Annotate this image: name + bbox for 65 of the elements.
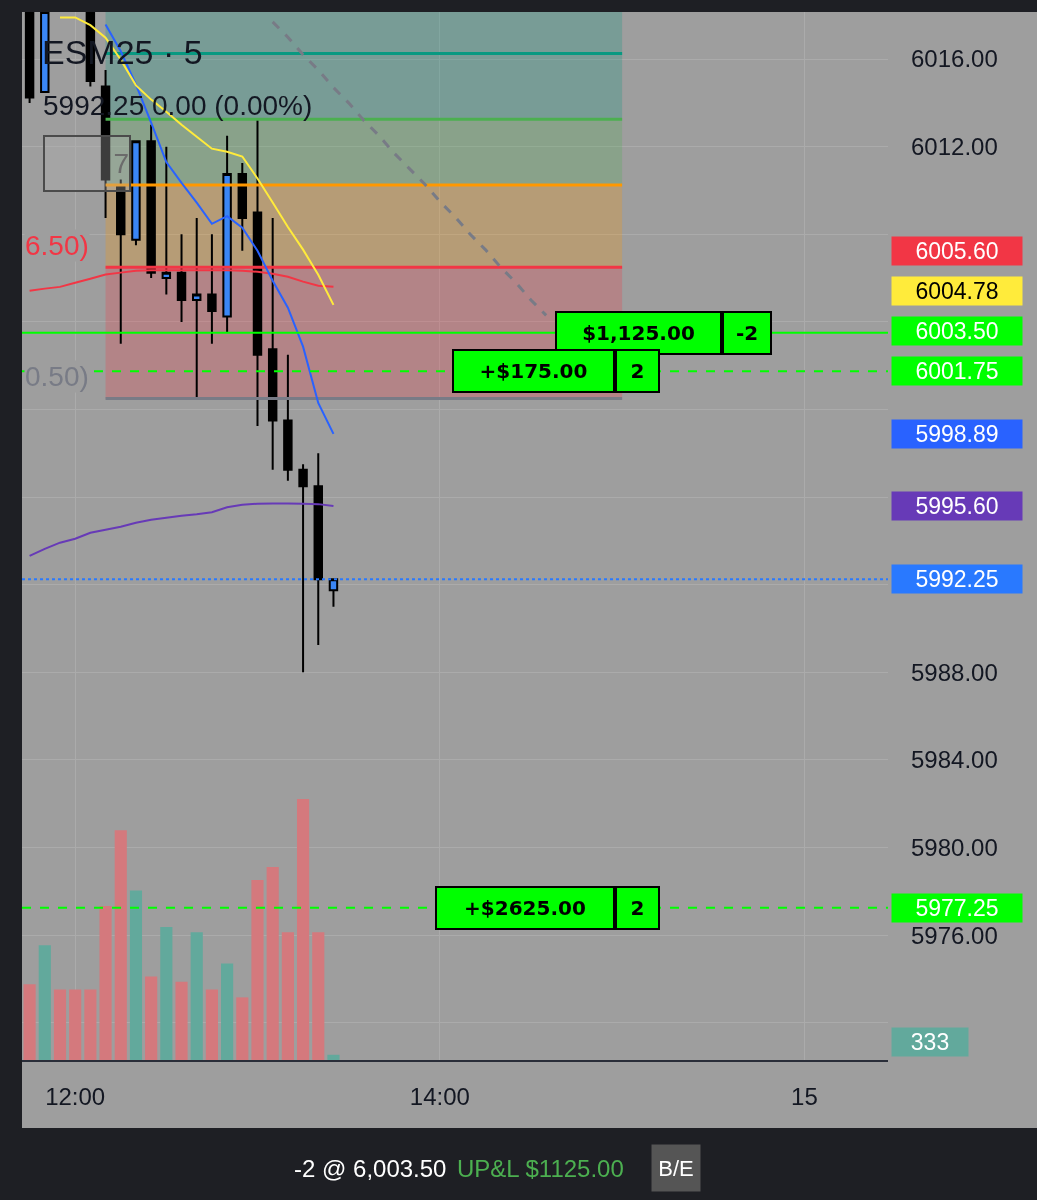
bar (312, 932, 325, 1060)
bar (221, 963, 234, 1060)
ref-line-label: 6001.75 (915, 358, 999, 384)
candlestick (237, 162, 248, 252)
candlestick (176, 233, 187, 323)
bar (145, 976, 158, 1060)
candlestick (207, 233, 217, 345)
bar (129, 890, 143, 1060)
y-tick-label: 5980.00 (911, 833, 998, 861)
candlestick (131, 140, 141, 247)
x-tick-label: 14:00 (409, 1082, 470, 1110)
ref-line-label: 5977.25 (915, 895, 999, 921)
bar (23, 984, 36, 1060)
candlestick (161, 145, 172, 296)
annotation: +$175.00 (479, 359, 588, 383)
bar (175, 981, 188, 1060)
y-tick-label: 5988.00 (911, 658, 998, 686)
text: B/E (658, 1155, 694, 1181)
candlestick (192, 216, 202, 400)
annotation: 2 (630, 359, 645, 383)
candlestick (222, 134, 232, 334)
x-tick-label: 12:00 (45, 1082, 106, 1110)
bar (281, 932, 294, 1060)
annotation: 7 (113, 148, 129, 179)
annotation: 2 (630, 896, 645, 920)
candlestick (328, 578, 339, 608)
y-tick-label: 5976.00 (911, 921, 998, 949)
bar (251, 879, 264, 1060)
line-series (28, 502, 335, 557)
bar (296, 799, 310, 1060)
annotation: $1,125.00 (582, 321, 695, 345)
candlestick (283, 353, 293, 482)
text: -2 @ 6,003.50 (294, 1155, 447, 1182)
candlestick (298, 463, 308, 674)
bar (266, 866, 279, 1060)
bar (327, 1054, 340, 1060)
text: UP&L $1125.00 (457, 1155, 624, 1182)
bar (69, 989, 82, 1060)
candlestick (24, 12, 35, 104)
y-tick-label: 5984.00 (911, 746, 998, 774)
text: 5998.89 (915, 421, 999, 447)
bar (236, 997, 249, 1060)
ref-line-label: 6003.50 (915, 318, 999, 344)
candlestick (267, 216, 278, 471)
bar (190, 932, 203, 1060)
annotation: +$2625.00 (464, 896, 586, 920)
ref-line-label: 5992.25 (915, 566, 999, 592)
bar (53, 989, 67, 1060)
bar (99, 906, 112, 1060)
annotation: -2 (735, 321, 759, 345)
candlestick (313, 452, 323, 646)
bar (205, 989, 218, 1060)
text: 333 (910, 1029, 950, 1055)
bar (84, 989, 97, 1060)
bar (114, 830, 127, 1060)
bar (160, 926, 173, 1060)
y-tick-label: 6012.00 (911, 133, 998, 161)
annotation: 6.50) (25, 230, 89, 261)
y-tick-label: 6016.00 (911, 45, 998, 73)
text: 5995.60 (915, 493, 999, 519)
bar (38, 945, 51, 1060)
text: 6004.78 (915, 278, 999, 304)
x-tick-label: 15 (791, 1082, 818, 1110)
text: 6005.60 (915, 238, 999, 264)
candlestick (146, 123, 156, 280)
